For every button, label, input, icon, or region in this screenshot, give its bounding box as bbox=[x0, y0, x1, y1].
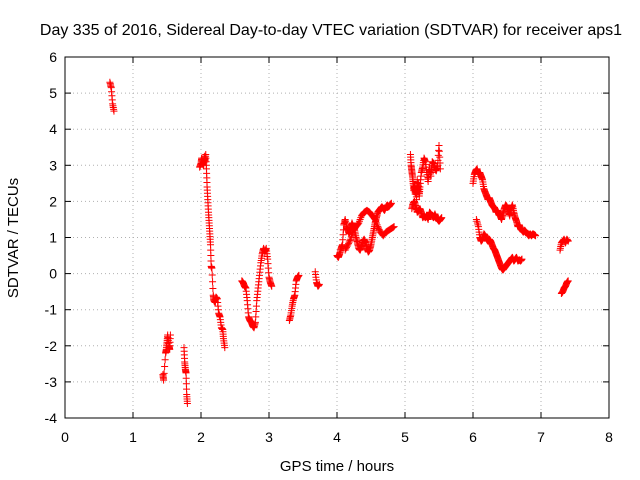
data-point bbox=[209, 284, 217, 292]
data-point bbox=[355, 219, 363, 227]
data-point bbox=[387, 199, 395, 207]
data-point bbox=[221, 344, 229, 352]
data-point bbox=[371, 215, 379, 223]
x-tick-label: 3 bbox=[265, 429, 273, 445]
data-point bbox=[353, 221, 361, 229]
x-tick-label: 5 bbox=[401, 429, 409, 445]
data-points bbox=[106, 78, 572, 408]
data-point bbox=[208, 264, 216, 272]
data-point bbox=[435, 141, 443, 149]
x-tick-label: 8 bbox=[605, 429, 613, 445]
chart-title: Day 335 of 2016, Sidereal Day-to-day VTE… bbox=[40, 22, 622, 39]
y-tick-label: -1 bbox=[45, 302, 58, 318]
data-point bbox=[373, 221, 381, 229]
data-point bbox=[372, 217, 380, 225]
data-point bbox=[436, 165, 444, 173]
data-point bbox=[390, 223, 398, 231]
data-point bbox=[315, 280, 323, 288]
y-tick-label: 0 bbox=[49, 266, 57, 282]
y-tick-label: 5 bbox=[49, 85, 57, 101]
data-point bbox=[436, 159, 444, 167]
y-tick-label: -3 bbox=[45, 374, 58, 390]
x-tick-label: 0 bbox=[61, 429, 69, 445]
data-point bbox=[532, 232, 540, 240]
y-tick-label: -4 bbox=[45, 410, 58, 426]
y-tick-label: 6 bbox=[49, 49, 57, 65]
data-point bbox=[295, 271, 303, 279]
data-point bbox=[438, 214, 446, 222]
x-tick-label: 1 bbox=[129, 429, 137, 445]
data-point bbox=[436, 153, 444, 161]
data-point bbox=[564, 237, 572, 245]
x-tick-label: 4 bbox=[333, 429, 341, 445]
y-axis-label: SDTVAR / TECUs bbox=[5, 178, 22, 298]
data-point bbox=[161, 363, 169, 371]
data-point bbox=[209, 278, 217, 286]
y-tick-label: 4 bbox=[49, 121, 57, 137]
data-point bbox=[268, 282, 276, 290]
y-tick-label: 3 bbox=[49, 157, 57, 173]
data-point bbox=[346, 237, 354, 245]
data-point bbox=[160, 376, 168, 384]
data-point bbox=[372, 219, 380, 227]
data-point bbox=[472, 215, 480, 223]
axis-ticks: 0 1 2 3 4 5 6 7 8 -4 -3 -2 -1 0 1 2 3 4 5 6 bbox=[45, 49, 614, 445]
data-point bbox=[208, 271, 216, 279]
data-point bbox=[370, 214, 378, 222]
x-tick-label: 2 bbox=[197, 429, 205, 445]
data-point bbox=[110, 107, 118, 115]
grid-lines bbox=[65, 57, 609, 418]
data-point bbox=[564, 277, 572, 285]
y-tick-label: -2 bbox=[45, 338, 58, 354]
y-tick-label: 2 bbox=[49, 193, 57, 209]
data-point bbox=[183, 400, 191, 408]
x-axis-label: GPS time / hours bbox=[280, 458, 394, 475]
data-point bbox=[473, 217, 481, 225]
x-tick-label: 7 bbox=[537, 429, 545, 445]
data-point bbox=[166, 331, 174, 339]
data-point bbox=[161, 356, 169, 364]
y-tick-label: 1 bbox=[49, 230, 57, 246]
data-point bbox=[474, 221, 482, 229]
data-point bbox=[473, 219, 481, 227]
x-tick-label: 6 bbox=[469, 429, 477, 445]
data-point bbox=[518, 255, 526, 263]
data-point bbox=[356, 215, 364, 223]
data-point bbox=[435, 147, 443, 155]
data-point bbox=[160, 369, 168, 377]
data-point bbox=[355, 217, 363, 225]
